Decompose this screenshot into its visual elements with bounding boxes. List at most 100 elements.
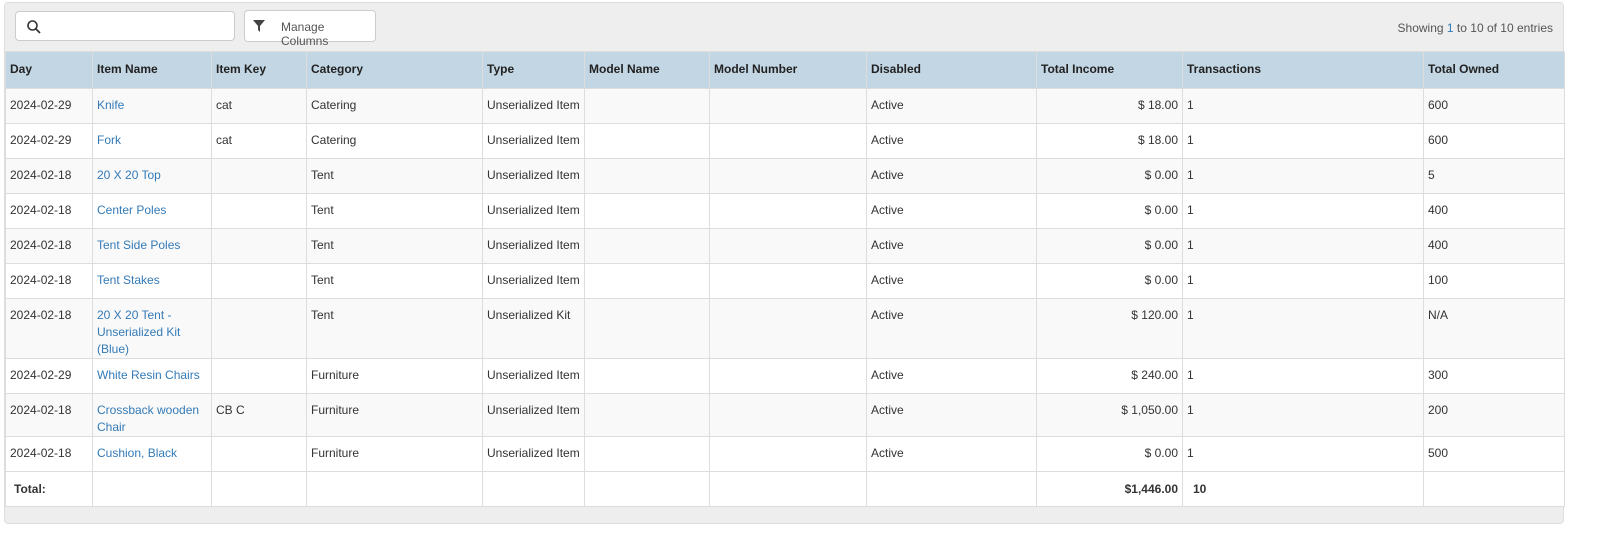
cell-item-key [211,263,307,299]
cell-total-owned: 200 [1423,393,1565,437]
cell-total-owned: 5 [1423,158,1565,194]
cell-total-income: $ 0.00 [1036,263,1183,299]
item-link[interactable]: Center Poles [97,203,167,217]
cell-model-number [709,228,867,264]
cell-item-name: Crossback wooden Chair [92,393,212,437]
cell-type: Unserialized Item [482,88,585,124]
item-link[interactable]: Crossback wooden Chair [97,403,200,434]
cell-day: 2024-02-18 [5,436,93,472]
cell-item-name: 20 X 20 Tent - Unserialized Kit (Blue) [92,298,212,359]
cell-total-owned: 600 [1423,88,1565,124]
cell-model-number [709,263,867,299]
cell-day: 2024-02-18 [5,228,93,264]
cell-type: Unserialized Kit [482,298,585,359]
toolbar: Manage Columns Showing 1 to 10 of 10 ent… [5,3,1563,51]
item-link[interactable]: Cushion, Black [97,446,178,460]
cell-item-key: cat [211,88,307,124]
cell-total-income: $ 18.00 [1036,88,1183,124]
info-start: 1 [1446,21,1454,35]
cell-type: Unserialized Item [482,263,585,299]
cell-day: 2024-02-29 [5,358,93,394]
cell-transactions: 1 [1182,393,1424,437]
cell-item-name: Tent Side Poles [92,228,212,264]
cell-day: 2024-02-29 [5,123,93,159]
cell-item-key [211,158,307,194]
cell-total-owned: 500 [1423,436,1565,472]
cell-category: Catering [306,88,483,124]
column-header-total-owned[interactable]: Total Owned [1423,51,1565,89]
cell-type: Unserialized Item [482,393,585,437]
table-row: 2024-02-18 Crossback wooden Chair CB C Furn… [5,393,1565,437]
cell-item-name: Fork [92,123,212,159]
item-link[interactable]: 20 X 20 Tent - Unserialized Kit (Blue) [97,308,181,356]
cell-model-name [584,263,710,299]
cell-disabled: Active [866,263,1037,299]
cell-model-name [584,123,710,159]
search-input[interactable] [15,11,235,41]
column-header-transactions[interactable]: Transactions [1182,51,1424,89]
table-row: 2024-02-18 Tent Stakes Tent Unserialized It… [5,263,1565,299]
cell-category: Tent [306,298,483,359]
cell-total-income: $ 0.00 [1036,193,1183,229]
cell-model-number [709,193,867,229]
column-header-type[interactable]: Type [482,51,585,89]
column-header-model-number[interactable]: Model Number [709,51,867,89]
cell-model-name [584,298,710,359]
column-header-model-name[interactable]: Model Name [584,51,710,89]
cell-day: 2024-02-29 [5,88,93,124]
total-income: $1,446.00 [1036,471,1183,507]
cell-total-income: $ 240.00 [1036,358,1183,394]
cell-item-name: White Resin Chairs [92,358,212,394]
cell-disabled: Active [866,393,1037,437]
cell-disabled: Active [866,88,1037,124]
report-panel: Manage Columns Showing 1 to 10 of 10 ent… [4,2,1565,524]
cell-day: 2024-02-18 [5,263,93,299]
cell-total-owned: N/A [1423,298,1565,359]
cell-model-number [709,158,867,194]
item-link[interactable]: White Resin Chairs [97,368,200,382]
cell-disabled: Active [866,436,1037,472]
search-icon [27,20,41,34]
item-link[interactable]: Knife [97,98,125,112]
cell-model-number [709,358,867,394]
report-table: Day Item Name Item Key Category Type Model Na… [5,51,1565,507]
cell-total-owned: 600 [1423,123,1565,159]
table-row: 2024-02-29 Knife cat Catering Unserialized I… [5,88,1565,124]
total-label: Total: [5,471,93,507]
item-link[interactable]: Tent Side Poles [97,238,181,252]
cell-item-key: CB C [211,393,307,437]
item-link[interactable]: Tent Stakes [97,273,160,287]
cell-item-key [211,358,307,394]
table-row: 2024-02-29 White Resin Chairs Furniture Uns… [5,358,1565,394]
cell-item-key: cat [211,123,307,159]
cell-category: Furniture [306,393,483,437]
cell-model-name [584,158,710,194]
cell-model-name [584,358,710,394]
cell-total-income: $ 0.00 [1036,436,1183,472]
manage-columns-button[interactable]: Manage Columns [244,10,376,48]
column-header-total-income[interactable]: Total Income [1036,51,1183,89]
item-link[interactable]: 20 X 20 Top [97,168,161,182]
cell-transactions: 1 [1182,436,1424,472]
cell-transactions: 1 [1182,158,1424,194]
cell-model-number [709,393,867,437]
table-row: 2024-02-18 Center Poles Tent Unserialized I… [5,193,1565,229]
column-header-disabled[interactable]: Disabled [866,51,1037,89]
cell-total-owned: 300 [1423,358,1565,394]
cell-disabled: Active [866,158,1037,194]
column-header-item-name[interactable]: Item Name [92,51,212,89]
cell-item-key [211,228,307,264]
cell-total-income: $ 18.00 [1036,123,1183,159]
column-header-item-key[interactable]: Item Key [211,51,307,89]
cell-disabled: Active [866,228,1037,264]
cell-model-name [584,193,710,229]
cell-total-income: $ 0.00 [1036,228,1183,264]
item-link[interactable]: Fork [97,133,121,147]
cell-transactions: 1 [1182,228,1424,264]
column-header-category[interactable]: Category [306,51,483,89]
total-row: Total: $1,446.00 10 [5,471,1565,507]
total-transactions: 10 [1182,471,1424,507]
column-header-day[interactable]: Day [5,51,93,89]
cell-item-key [211,193,307,229]
cell-item-name: Cushion, Black [92,436,212,472]
